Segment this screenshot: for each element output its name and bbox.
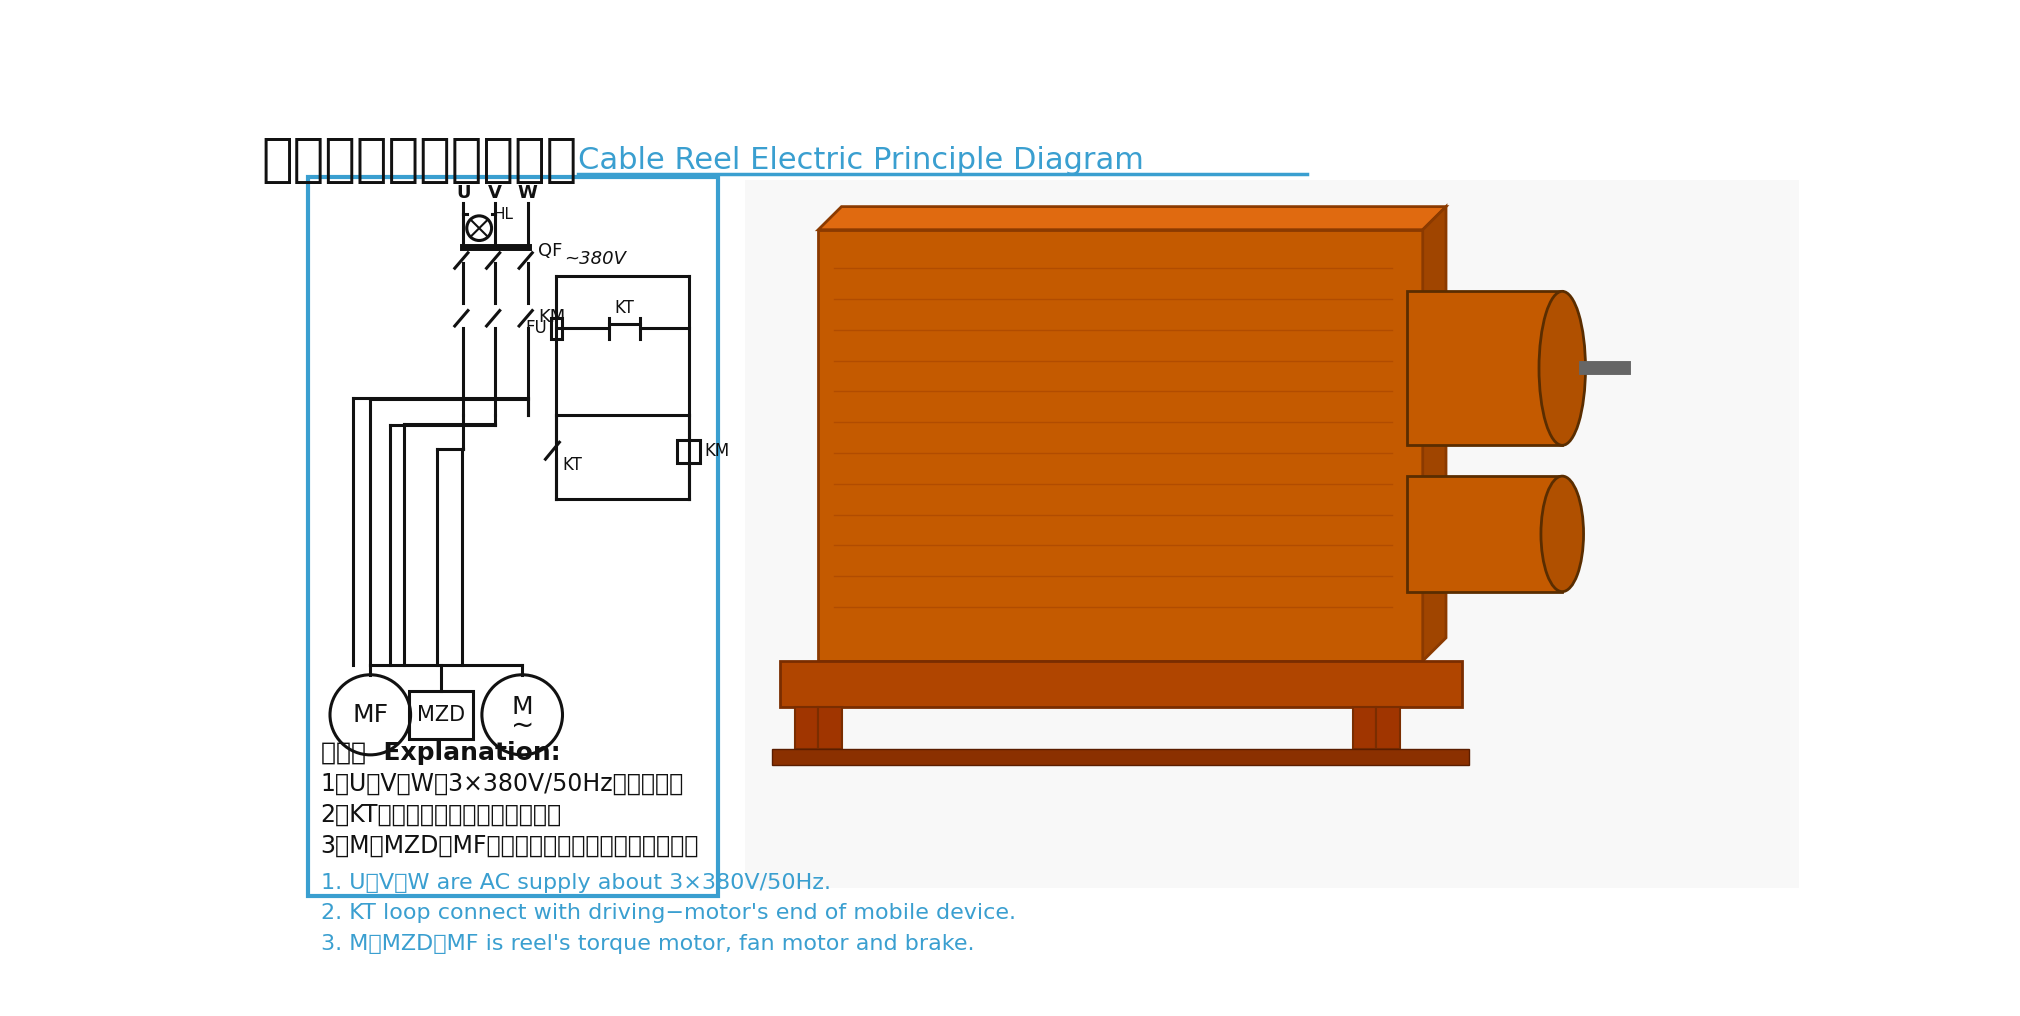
Bar [818,230,1422,661]
Text: 1、U、V、W为3×380V/50Hz交流电源。: 1、U、V、W为3×380V/50Hz交流电源。 [321,772,685,797]
Text: KT: KT [562,456,582,474]
Polygon shape [1422,206,1446,661]
Bar [1408,477,1561,591]
Text: 2. KT loop connect with driving−motor's end of mobile device.: 2. KT loop connect with driving−motor's … [321,903,1016,924]
Text: 电缆卷筒电气原理图：: 电缆卷筒电气原理图： [263,134,578,186]
Text: FU: FU [525,319,547,337]
Text: 3. M、MZD、MF is reel's torque motor, fan motor and brake.: 3. M、MZD、MF is reel's torque motor, fan … [321,935,974,954]
Bar [1376,707,1400,750]
Bar [1408,292,1561,445]
Bar [1353,707,1376,750]
Bar [677,440,701,463]
Text: ~380V: ~380V [564,250,626,268]
Bar [772,750,1469,765]
Text: 2、KT线圈接移动设备驱动电机端。: 2、KT线圈接移动设备驱动电机端。 [321,803,562,827]
Text: KM: KM [705,443,729,460]
Ellipse shape [1539,292,1586,445]
Bar [551,317,562,339]
Text: W: W [517,184,537,202]
Text: 1. U、V、W are AC supply about 3×380V/50Hz.: 1. U、V、W are AC supply about 3×380V/50Hz… [321,873,830,893]
Text: Cable Reel Electric Principle Diagram: Cable Reel Electric Principle Diagram [578,146,1143,175]
Bar [780,661,1462,707]
Text: MZD: MZD [416,705,465,724]
Bar [842,206,1446,638]
Text: HL: HL [495,207,513,221]
Text: V: V [489,184,503,202]
Text: KM: KM [539,308,566,326]
Text: U: U [457,184,471,202]
Text: ~: ~ [511,711,533,740]
Polygon shape [818,206,1446,230]
Text: 说明：  Explanation:: 说明： Explanation: [321,742,560,765]
Bar [745,180,1798,888]
Bar [309,178,717,896]
Bar [408,691,473,739]
Ellipse shape [1541,477,1584,591]
Text: MF: MF [351,703,388,726]
Text: QF: QF [539,242,564,259]
Bar [796,707,818,750]
Bar [818,707,842,750]
Text: M: M [511,695,533,719]
Text: KT: KT [614,300,634,317]
Text: 3、M、MZD、MF为卷筒力矩电机、风机及制动器。: 3、M、MZD、MF为卷筒力矩电机、风机及制动器。 [321,834,699,858]
